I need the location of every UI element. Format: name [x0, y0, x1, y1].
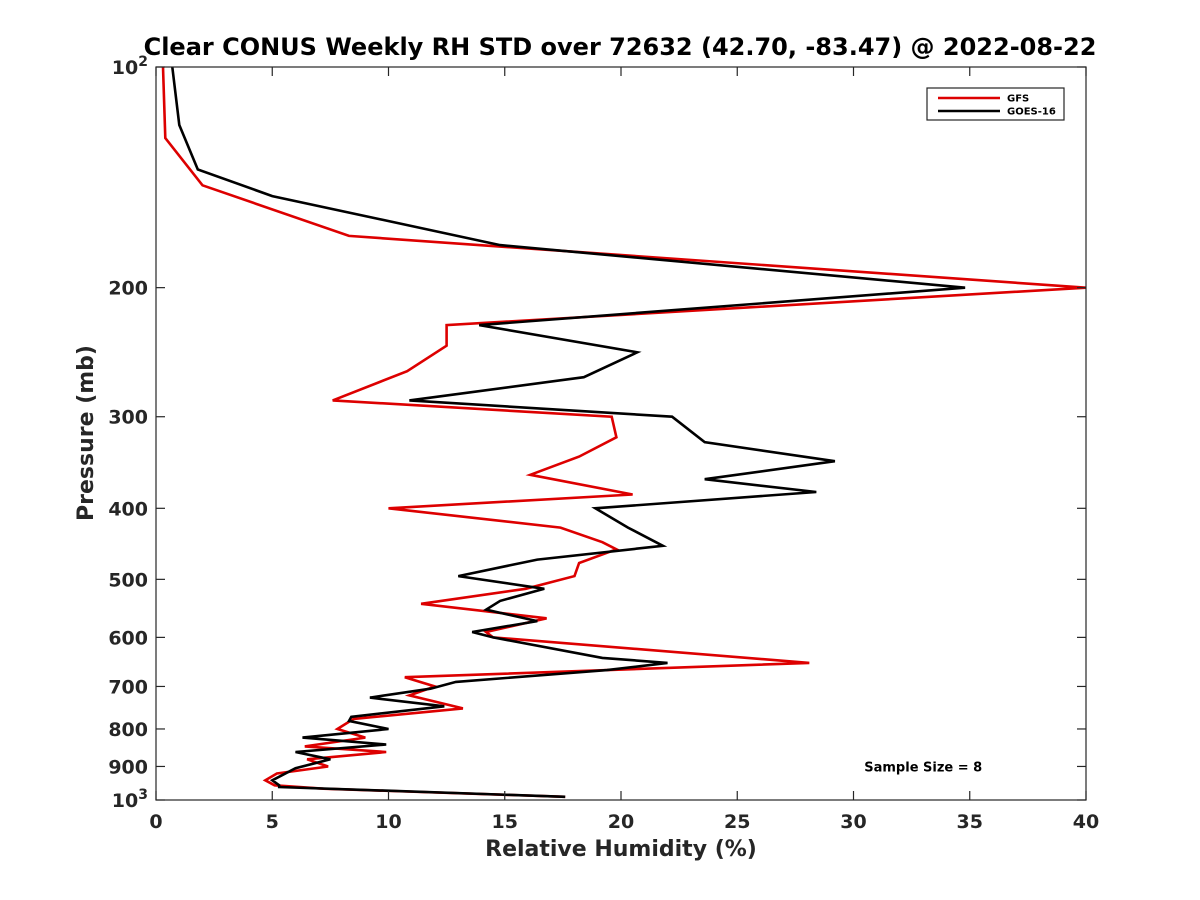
legend-label: GFS — [1007, 94, 1029, 105]
legend-label: GOES-16 — [1007, 107, 1056, 118]
axes-frame — [155, 66, 1087, 801]
y-tick-label: 400 — [108, 498, 148, 520]
sample-size-annotation: Sample Size = 8 — [864, 760, 982, 775]
y-tick-label: 800 — [108, 719, 148, 741]
x-tick-label: 15 — [492, 811, 518, 833]
series-line-goes-16 — [171, 66, 966, 799]
y-tick-label: 103 — [112, 787, 148, 812]
x-axis-label: Relative Humidity (%) — [485, 837, 757, 862]
y-tick-label: 102 — [112, 54, 148, 79]
x-tick-label: 40 — [1073, 811, 1099, 833]
legend-box — [926, 87, 1065, 121]
x-tick-label: 25 — [724, 811, 750, 833]
y-tick-label: 600 — [108, 627, 148, 649]
y-tick-label: 700 — [108, 676, 148, 698]
chart-title: Clear CONUS Weekly RH STD over 72632 (42… — [144, 33, 1097, 61]
y-axis: 102 200 300 400 500 600 700 800 900 103 — [108, 54, 1086, 812]
legend: GFS GOES-16 — [926, 87, 1065, 121]
y-tick-label: 500 — [108, 569, 148, 591]
series-line-gfs — [161, 66, 1087, 799]
x-tick-label: 10 — [375, 811, 401, 833]
annotation-layer: Sample Size = 8 — [864, 760, 982, 775]
series-layer — [161, 66, 1087, 799]
x-tick-label: 20 — [608, 811, 634, 833]
legend-entries: GFS GOES-16 — [938, 94, 1056, 118]
x-tick-label: 0 — [149, 811, 162, 833]
y-tick-label: 900 — [108, 756, 148, 778]
x-tick-label: 5 — [266, 811, 279, 833]
x-tick-label: 35 — [957, 811, 983, 833]
x-axis: 0 5 10 15 20 25 30 35 40 — [149, 67, 1099, 833]
plot-area: 0 5 10 15 20 25 30 35 40 102 200 300 400 500 600 700 80… — [108, 54, 1099, 833]
y-axis-label: Pressure (mb) — [74, 345, 99, 521]
y-tick-label: 300 — [108, 407, 148, 429]
x-tick-label: 30 — [840, 811, 866, 833]
y-tick-label: 200 — [108, 278, 148, 300]
